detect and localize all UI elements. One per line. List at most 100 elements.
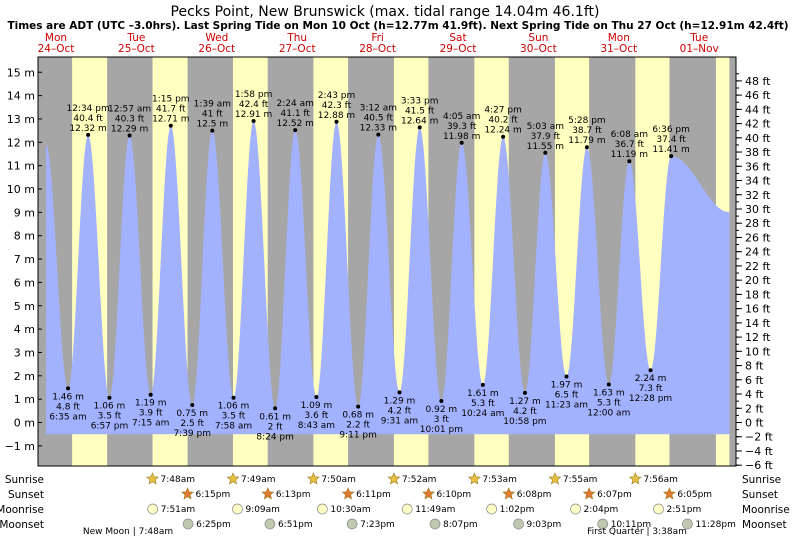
- moonset-time: 6:25pm: [196, 520, 231, 530]
- day-label: Thu: [286, 32, 307, 44]
- moonrise-icon: [653, 503, 664, 515]
- day-date-label: 25–Oct: [118, 43, 155, 55]
- tide-point: [251, 119, 256, 124]
- sunrise-row-label-left: Sunrise: [5, 474, 44, 486]
- y-tick-label-ft: 16 ft: [745, 303, 771, 316]
- tide-m-label: 1.63 m: [593, 388, 625, 398]
- tide-point: [606, 382, 611, 387]
- moonset-row-label-right: Moonset: [742, 519, 787, 531]
- moonrise-row-label-right: Moonrise: [742, 504, 790, 516]
- tide-point: [314, 395, 319, 400]
- tide-ft-label: 2 ft: [268, 422, 284, 432]
- tide-point: [231, 395, 236, 400]
- y-tick-label-ft: 10 ft: [745, 345, 771, 358]
- tide-ft-label: 3.5 ft: [98, 412, 122, 422]
- day-label: Mon: [45, 32, 67, 44]
- moonrise-time: 2:51pm: [667, 505, 702, 515]
- tide-m-label: 0.75 m: [176, 409, 208, 419]
- sunset-time: 6:07pm: [597, 490, 632, 500]
- moonrise-icon: [147, 503, 159, 515]
- sunrise-time: 7:48am: [161, 475, 196, 485]
- tide-m-label: 1.19 m: [135, 399, 167, 409]
- tide-ft-label: 36.7 ft: [615, 140, 645, 150]
- tide-m-label: 1.27 m: [509, 397, 541, 407]
- y-tick-label-ft: 14 ft: [745, 317, 771, 330]
- chart-subtitle: Times are ADT (UTC –3.0hrs). Last Spring…: [7, 20, 788, 32]
- sunrise-icon: [628, 472, 642, 485]
- tide-time-label: 9:11 pm: [339, 431, 377, 441]
- tide-ft-label: 2.5 ft: [180, 419, 204, 429]
- tide-time-label: 4:27 pm: [484, 106, 522, 116]
- tide-point: [66, 386, 71, 391]
- tide-point: [356, 404, 361, 409]
- tide-ft-label: 40.5 ft: [364, 114, 394, 124]
- y-tick-label-ft: 32 ft: [745, 189, 771, 202]
- first-quarter-label: First Quarter | 3:38am: [587, 527, 687, 537]
- y-tick-label-ft: −4 ft: [745, 445, 773, 458]
- tide-ft-label: 3.9 ft: [139, 409, 163, 419]
- y-tick-label-m: −1 m: [5, 440, 35, 453]
- moonset-time: 11:28pm: [695, 520, 735, 530]
- axes: −1 m 0 m 1 m 2 m 3 m 4 m 5 m 6 m 7 m 8 m 9 m 10 m 11…: [5, 56, 773, 472]
- y-tick-label-m: 11 m: [7, 160, 35, 173]
- day-label: Wed: [205, 32, 228, 44]
- sunset-icon: [582, 487, 596, 500]
- sunset-row-label-right: Sunset: [742, 489, 778, 501]
- tide-ft-label: 37.9 ft: [531, 132, 561, 142]
- tide-time-label: 1:15 pm: [152, 95, 190, 105]
- tide-m-label: 12.32 m: [69, 124, 106, 134]
- tide-point: [107, 395, 112, 400]
- y-tick-label-ft: 0 ft: [745, 417, 764, 430]
- new-moon-label: New Moon | 7:48am: [83, 527, 173, 537]
- tide-point: [439, 399, 444, 404]
- tide-point: [584, 145, 589, 150]
- y-tick-label-ft: 38 ft: [745, 146, 771, 159]
- tide-point: [564, 374, 569, 379]
- y-tick-label-m: 14 m: [7, 90, 35, 103]
- sunrise-icon: [146, 472, 159, 485]
- tide-time-label: 6:36 pm: [652, 125, 690, 135]
- y-tick-label-ft: 18 ft: [745, 288, 771, 301]
- y-tick-label-ft: 42 ft: [745, 118, 771, 131]
- tide-point: [669, 154, 674, 159]
- tide-time-label: 7:15 am: [132, 419, 169, 429]
- y-tick-label-m: 0 m: [14, 417, 35, 430]
- tide-point: [127, 133, 132, 138]
- tide-point: [627, 159, 632, 164]
- tide-time-label: 12:00 am: [587, 408, 630, 418]
- tide-time-label: 12:57 am: [108, 105, 151, 115]
- moonset-row-label-left: Moonset: [0, 519, 44, 531]
- tide-m-label: 12.5 m: [196, 120, 228, 130]
- chart-title: Pecks Point, New Brunswick (max. tidal r…: [171, 4, 600, 20]
- tide-m-label: 11.55 m: [527, 142, 564, 152]
- tide-point: [168, 123, 173, 128]
- moonset-time: 6:51pm: [278, 520, 313, 530]
- moonrise-icon: [232, 503, 243, 515]
- y-tick-label-ft: 12 ft: [745, 331, 771, 344]
- tide-ft-label: 2.2 ft: [346, 421, 370, 431]
- day-label: Fri: [371, 32, 384, 44]
- tide-point: [417, 125, 422, 130]
- moonrise-icon: [486, 503, 498, 515]
- moonrise-time: 1:02pm: [500, 505, 535, 515]
- tide-m-label: 12.64 m: [401, 116, 438, 126]
- tide-m-label: 12.29 m: [111, 125, 148, 135]
- moonset-time: 8:07pm: [443, 520, 478, 530]
- day-label: Sat: [449, 32, 466, 44]
- moonset-icon: [182, 518, 194, 530]
- day-date-label: 28–Oct: [359, 43, 396, 55]
- day-date-label: 24–Oct: [38, 43, 75, 55]
- moonrise-time: 9:09am: [245, 505, 280, 515]
- y-tick-label-m: 2 m: [14, 370, 35, 383]
- sunset-icon: [181, 487, 194, 500]
- tide-time-label: 8:24 pm: [256, 432, 294, 442]
- tide-time-label: 4:05 am: [443, 112, 480, 122]
- tide-m-label: 2.24 m: [635, 374, 667, 384]
- tide-ft-label: 7.3 ft: [639, 384, 663, 394]
- moonrise-time: 2:04pm: [584, 505, 619, 515]
- tide-time-label: 6:57 pm: [91, 422, 129, 432]
- tide-time-label: 3:12 am: [360, 104, 397, 114]
- tide-m-label: 0.92 m: [426, 405, 458, 415]
- sunrise-icon: [387, 472, 401, 485]
- tide-m-label: 12.24 m: [484, 126, 521, 136]
